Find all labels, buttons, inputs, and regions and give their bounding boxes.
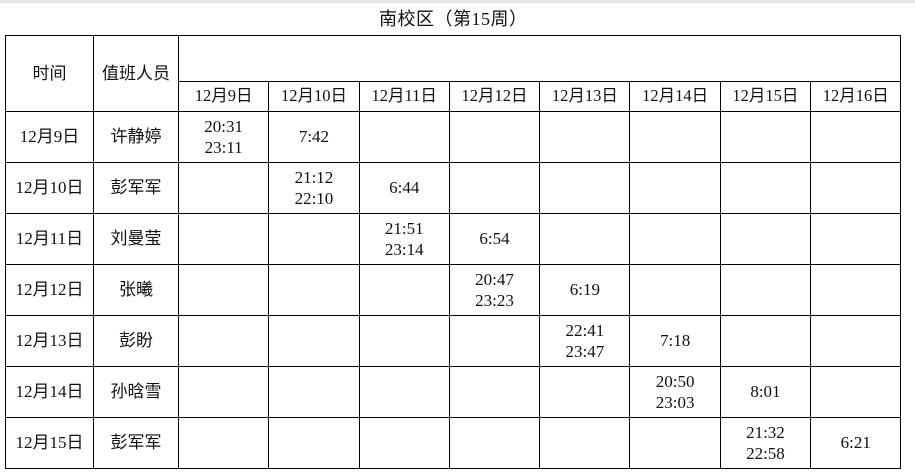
- empty-cell: [448, 417, 541, 469]
- duty-time-cell: 6:19: [539, 264, 631, 316]
- duty-time-cell: 20:47 23:23: [448, 264, 541, 316]
- table-row: 12月9日 许静婷 20:31 23:11 7:42: [5, 111, 902, 163]
- window-top-strip: [0, 0, 915, 3]
- header-day-2: 12月10日: [268, 81, 360, 112]
- table-row: 12月11日 刘曼莹 21:51 23:14 6:54: [5, 213, 902, 265]
- empty-cell: [358, 315, 450, 367]
- row-person: 张曦: [93, 264, 179, 316]
- row-person: 孙晗雪: [93, 366, 179, 418]
- row-date: 12月9日: [5, 111, 94, 163]
- duty-time-cell: 21:51 23:14: [358, 213, 450, 265]
- empty-cell: [358, 366, 450, 418]
- row-date: 12月13日: [5, 315, 94, 367]
- table-row: 12月14日 孙晗雪 20:50 23:03 8:01: [5, 366, 902, 418]
- empty-cell: [629, 264, 721, 316]
- duty-time-cell: 22:41 23:47: [539, 315, 631, 367]
- header-days-group: [177, 35, 902, 82]
- header-day-4: 12月12日: [448, 81, 541, 112]
- duty-time-cell: 21:32 22:58: [719, 417, 812, 469]
- empty-cell: [268, 213, 360, 265]
- empty-cell: [719, 162, 812, 214]
- empty-cell: [719, 111, 812, 163]
- empty-cell: [810, 213, 902, 265]
- header-row-top: 时间 值班人员: [5, 35, 902, 112]
- header-day-1: 12月9日: [177, 81, 270, 112]
- row-date: 12月14日: [5, 366, 94, 418]
- table-title-row: 南校区（第15周）: [5, 3, 901, 36]
- empty-cell: [268, 417, 360, 469]
- empty-cell: [448, 366, 541, 418]
- header-day-3: 12月11日: [358, 81, 450, 112]
- table-row: 12月12日 张曦 20:47 23:23 6:19: [5, 264, 902, 316]
- empty-cell: [810, 366, 902, 418]
- row-person: 刘曼莹: [93, 213, 179, 265]
- duty-schedule-sheet: 南校区（第15周） 时间 值班人员 12月9日 12月10日 12月11日 12月12…: [5, 3, 902, 469]
- empty-cell: [629, 213, 721, 265]
- empty-cell: [448, 111, 541, 163]
- empty-cell: [177, 417, 270, 469]
- empty-cell: [539, 111, 631, 163]
- header-day-8: 12月16日: [810, 81, 902, 112]
- empty-cell: [358, 111, 450, 163]
- duty-time-cell: 21:12 22:10: [268, 162, 360, 214]
- row-date: 12月10日: [5, 162, 94, 214]
- empty-cell: [448, 315, 541, 367]
- empty-cell: [448, 162, 541, 214]
- empty-cell: [539, 162, 631, 214]
- empty-cell: [177, 162, 270, 214]
- empty-cell: [719, 264, 812, 316]
- empty-cell: [719, 315, 812, 367]
- header-person: 值班人员: [93, 35, 179, 112]
- duty-time-cell: 6:44: [358, 162, 450, 214]
- empty-cell: [629, 417, 721, 469]
- empty-cell: [268, 264, 360, 316]
- empty-cell: [539, 417, 631, 469]
- table-row: 12月13日 彭盼 22:41 23:47 7:18: [5, 315, 902, 367]
- row-person: 许静婷: [93, 111, 179, 163]
- duty-schedule-table: 南校区（第15周） 时间 值班人员 12月9日 12月10日 12月11日 12月12…: [5, 3, 902, 469]
- row-person: 彭军军: [93, 417, 179, 469]
- header-time: 时间: [5, 35, 94, 112]
- page-title: 南校区（第15周）: [5, 3, 901, 36]
- empty-cell: [358, 417, 450, 469]
- duty-time-cell: 7:42: [268, 111, 360, 163]
- empty-cell: [810, 264, 902, 316]
- empty-cell: [629, 111, 721, 163]
- row-date: 12月12日: [5, 264, 94, 316]
- duty-time-cell: 6:21: [810, 417, 902, 469]
- duty-time-cell: 6:54: [448, 213, 541, 265]
- empty-cell: [539, 366, 631, 418]
- empty-cell: [539, 213, 631, 265]
- empty-cell: [177, 366, 270, 418]
- row-person: 彭盼: [93, 315, 179, 367]
- empty-cell: [719, 213, 812, 265]
- header-day-7: 12月15日: [719, 81, 812, 112]
- empty-cell: [177, 315, 270, 367]
- empty-cell: [268, 315, 360, 367]
- duty-time-cell: 20:31 23:11: [177, 111, 270, 163]
- header-day-5: 12月13日: [539, 81, 631, 112]
- row-person: 彭军军: [93, 162, 179, 214]
- table-row: 12月15日 彭军军 21:32 22:58 6:21: [5, 417, 902, 469]
- empty-cell: [629, 162, 721, 214]
- row-date: 12月15日: [5, 417, 94, 469]
- empty-cell: [268, 366, 360, 418]
- duty-time-cell: 8:01: [719, 366, 812, 418]
- row-date: 12月11日: [5, 213, 94, 265]
- empty-cell: [810, 162, 902, 214]
- empty-cell: [810, 111, 902, 163]
- duty-time-cell: 20:50 23:03: [629, 366, 721, 418]
- empty-cell: [177, 264, 270, 316]
- table-row: 12月10日 彭军军 21:12 22:10 6:44: [5, 162, 902, 214]
- duty-time-cell: 7:18: [629, 315, 721, 367]
- header-row-days: 12月9日 12月10日 12月11日 12月12日 12月13日 12月14日 12月15…: [6, 81, 902, 112]
- empty-cell: [358, 264, 450, 316]
- header-day-6: 12月14日: [629, 81, 721, 112]
- empty-cell: [810, 315, 902, 367]
- empty-cell: [177, 213, 270, 265]
